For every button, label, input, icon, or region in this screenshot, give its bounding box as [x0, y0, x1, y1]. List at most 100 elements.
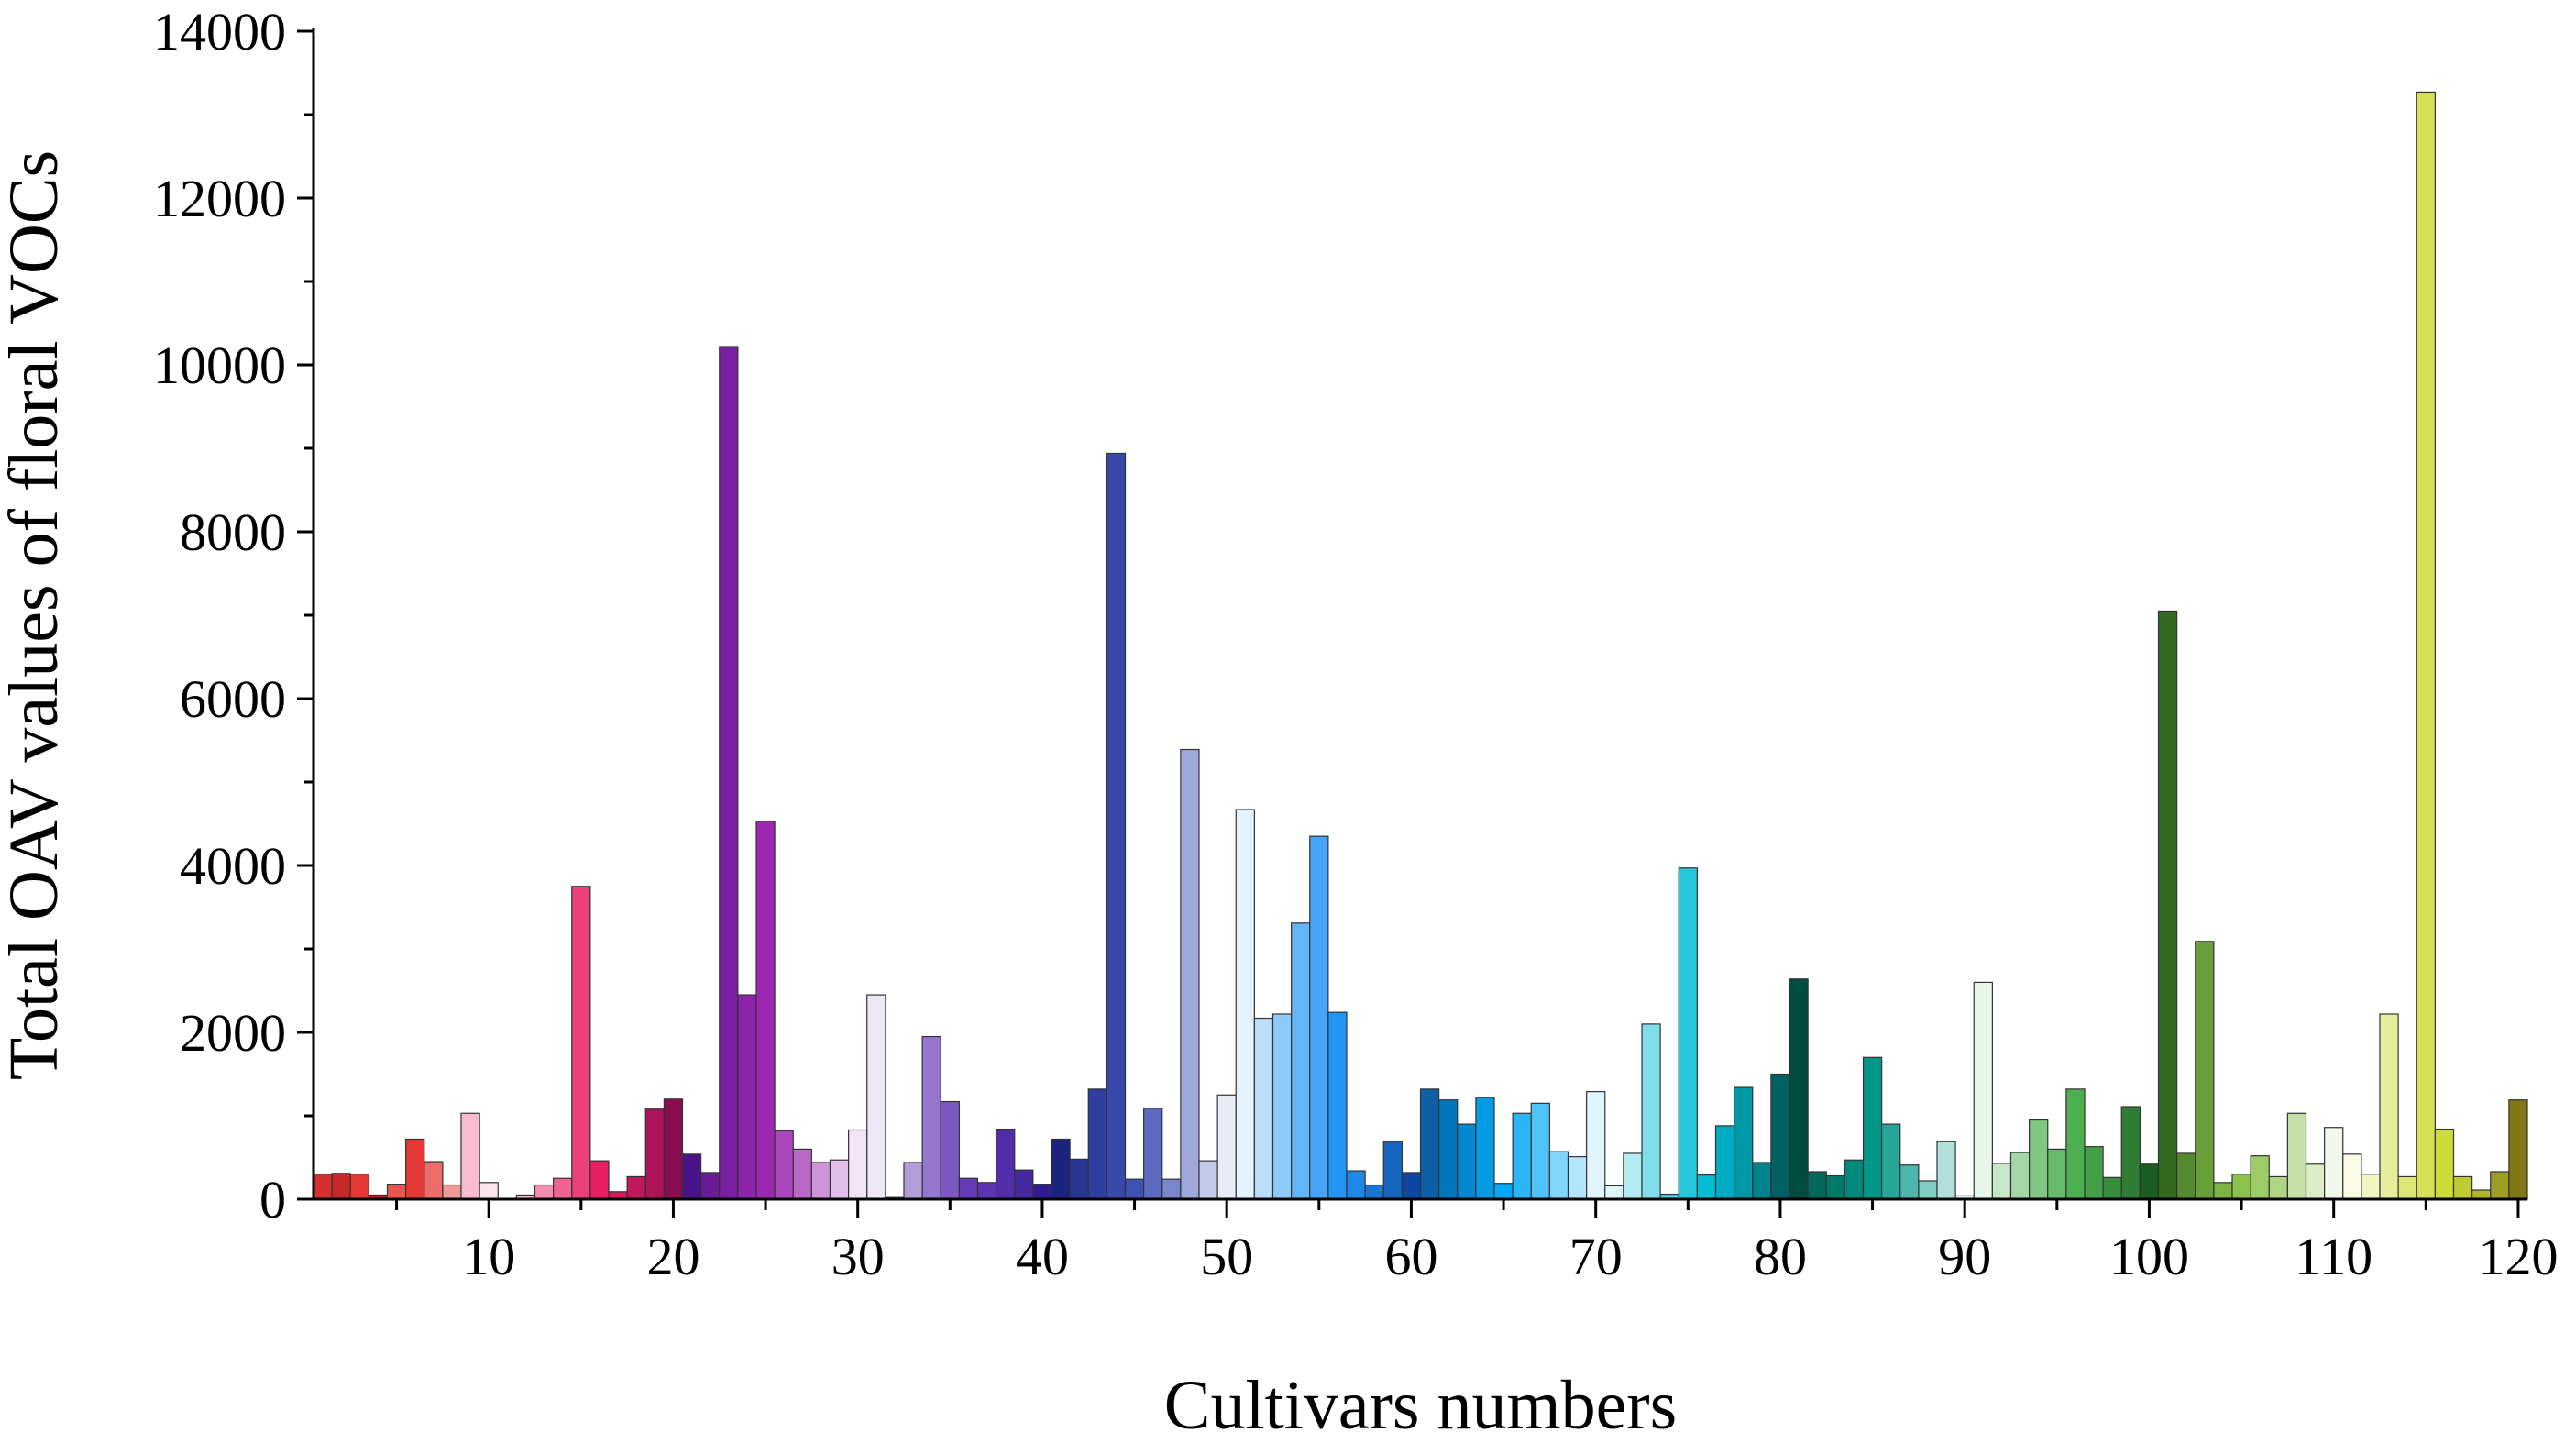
y-axis-title: Total OAV values of floral VOCs: [0, 150, 72, 1080]
bar-cultivar-6: [405, 1138, 425, 1200]
x-tick-label: 70: [1569, 1227, 1623, 1286]
bar-cultivar-78: [1734, 1086, 1754, 1200]
bar-cultivar-33: [903, 1162, 923, 1200]
x-axis-title: Cultivars numbers: [1164, 1367, 1677, 1439]
axes-group: 0 2000 4000 6000 8000 10000 12000 14000 10 20 30 40…: [153, 2, 2558, 1286]
bar-cultivar-21: [681, 1153, 702, 1200]
bar-cultivar-117: [2452, 1175, 2473, 1200]
bar-cultivar-105: [2231, 1174, 2251, 1200]
bar-cultivar-38: [996, 1128, 1016, 1200]
bar-cultivar-35: [940, 1100, 960, 1200]
bar-cultivar-104: [2213, 1182, 2233, 1200]
bar-cultivar-25: [755, 821, 776, 1200]
x-tick-label: 90: [1938, 1227, 1991, 1286]
bar-cultivar-31: [866, 994, 886, 1200]
bar-cultivar-59: [1382, 1141, 1403, 1200]
bar-cultivar-67: [1530, 1102, 1550, 1200]
bar-cultivar-39: [1014, 1169, 1034, 1200]
bar-cultivar-5: [386, 1184, 407, 1200]
bar-cultivar-84: [1844, 1159, 1865, 1200]
bar-cultivar-45: [1124, 1178, 1145, 1200]
x-tick-label: 100: [2109, 1227, 2189, 1286]
bar-cultivar-41: [1051, 1138, 1071, 1200]
bar-cultivar-119: [2490, 1171, 2510, 1200]
bar-cultivar-36: [958, 1177, 979, 1200]
bar-cultivar-8: [442, 1184, 462, 1200]
bar-cultivar-116: [2434, 1128, 2455, 1200]
bar-cultivar-50: [1216, 1094, 1237, 1200]
bar-cultivar-103: [2195, 941, 2215, 1200]
bar-cultivar-37: [976, 1182, 997, 1200]
bar-cultivar-13: [534, 1184, 555, 1200]
bar-cultivar-77: [1714, 1125, 1735, 1200]
bar-cultivar-66: [1512, 1112, 1532, 1200]
bar-cultivar-1: [313, 1174, 333, 1200]
bar-cultivar-52: [1253, 1017, 1274, 1200]
bar-cultivar-112: [2361, 1174, 2381, 1200]
bar-cultivar-43: [1087, 1088, 1107, 1200]
bar-cultivar-42: [1069, 1158, 1089, 1200]
bar-cultivar-99: [2120, 1106, 2141, 1200]
bar-cultivar-48: [1180, 748, 1200, 1200]
bar-cultivar-93: [2009, 1152, 2031, 1200]
bar-cultivar-85: [1862, 1056, 1883, 1200]
bar-cultivar-27: [792, 1148, 812, 1200]
bar-cultivar-79: [1752, 1162, 1772, 1200]
bar-cultivar-80: [1770, 1073, 1790, 1200]
y-tick-label: 14000: [153, 2, 286, 61]
bar-cultivar-69: [1567, 1155, 1588, 1200]
bar-cultivar-101: [2157, 610, 2178, 1200]
bar-cultivar-46: [1143, 1108, 1163, 1200]
bar-cultivar-82: [1807, 1171, 1827, 1200]
bar-cultivar-71: [1604, 1185, 1624, 1200]
bar-cultivar-83: [1825, 1174, 1845, 1200]
bar-cultivar-14: [553, 1177, 573, 1200]
bar-cultivar-106: [2250, 1155, 2270, 1200]
bar-cultivar-111: [2342, 1153, 2362, 1200]
bar-cultivar-20: [663, 1098, 684, 1200]
bar-cultivar-92: [1991, 1163, 2012, 1200]
bar-cultivar-76: [1696, 1174, 1717, 1200]
x-tick-label: 110: [2295, 1227, 2372, 1286]
y-tick-label: 12000: [153, 169, 286, 228]
x-tick-label: 10: [462, 1227, 515, 1286]
bar-cultivar-95: [2047, 1148, 2067, 1200]
y-tick-label: 2000: [180, 1003, 286, 1063]
y-tick-label: 4000: [180, 836, 286, 896]
bar-cultivar-44: [1106, 452, 1127, 1200]
bar-cultivar-62: [1438, 1099, 1459, 1200]
bar-cultivar-110: [2324, 1127, 2344, 1200]
bar-cultivar-60: [1401, 1172, 1422, 1200]
bar-cultivar-26: [774, 1130, 794, 1200]
bar-cultivar-100: [2139, 1163, 2160, 1200]
bar-cultivar-68: [1548, 1151, 1569, 1200]
bar-cultivar-55: [1309, 835, 1329, 1200]
bar-cultivar-73: [1641, 1023, 1661, 1200]
bar-cultivar-58: [1364, 1184, 1384, 1200]
bar-cultivar-56: [1327, 1011, 1348, 1200]
x-tick-label: 60: [1384, 1227, 1437, 1286]
bar-cultivar-65: [1493, 1183, 1514, 1200]
bar-cultivar-30: [848, 1129, 868, 1200]
bar-cultivar-40: [1032, 1184, 1052, 1200]
bar-cultivar-91: [1973, 981, 1993, 1200]
bar-cultivar-70: [1586, 1091, 1606, 1200]
bar-cultivar-113: [2379, 1013, 2399, 1200]
y-tick-label: 8000: [180, 502, 286, 562]
bar-cultivar-109: [2305, 1163, 2326, 1200]
bar-cultivar-54: [1291, 922, 1311, 1200]
bar-cultivar-57: [1346, 1170, 1366, 1200]
bar-cultivar-72: [1623, 1152, 1643, 1200]
bar-cultivar-19: [644, 1108, 665, 1200]
bar-cultivar-29: [829, 1159, 850, 1200]
y-tick-label: 10000: [153, 336, 286, 395]
x-tick-label: 30: [831, 1227, 885, 1286]
y-tick-label: 0: [259, 1170, 286, 1229]
bar-cultivar-96: [2065, 1088, 2086, 1200]
bar-cultivar-75: [1678, 867, 1698, 1200]
bar-cultivar-23: [719, 346, 739, 1200]
y-tick-label: 6000: [180, 669, 286, 729]
bar-cultivar-86: [1881, 1123, 1901, 1200]
bar-cultivar-115: [2416, 91, 2436, 1200]
